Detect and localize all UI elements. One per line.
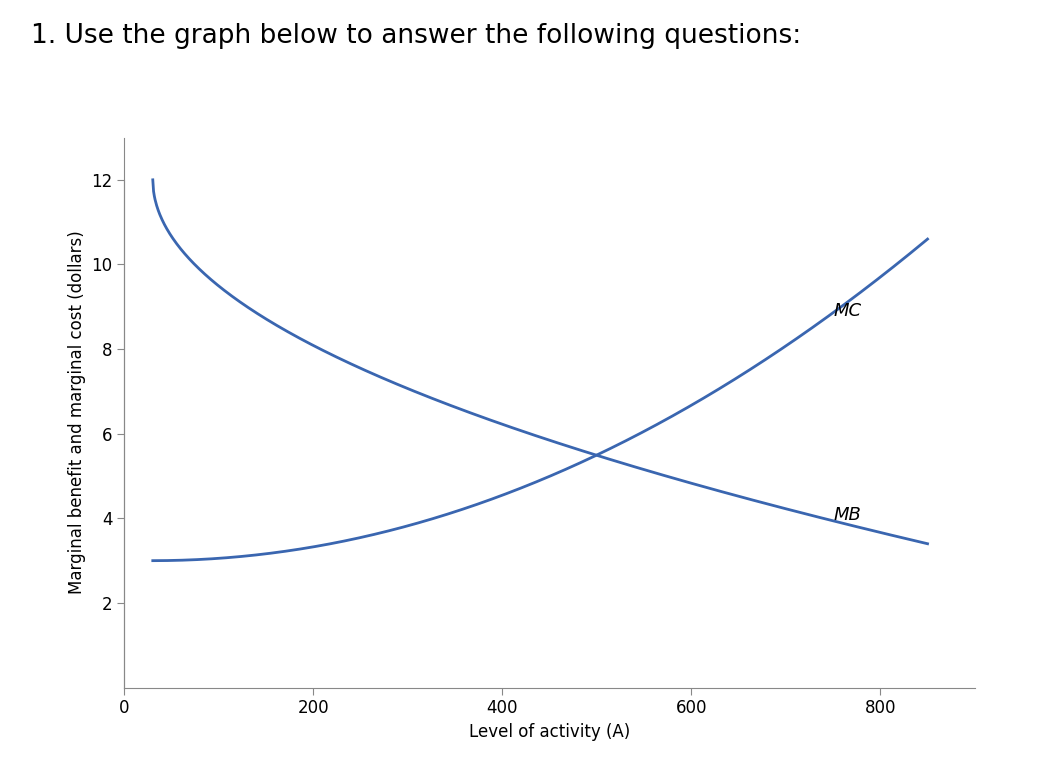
Text: MB: MB — [833, 507, 861, 524]
X-axis label: Level of activity (A): Level of activity (A) — [469, 723, 630, 741]
Y-axis label: Marginal benefit and marginal cost (dollars): Marginal benefit and marginal cost (doll… — [67, 231, 86, 594]
Text: MC: MC — [833, 302, 861, 319]
Text: 1. Use the graph below to answer the following questions:: 1. Use the graph below to answer the fol… — [31, 23, 802, 49]
